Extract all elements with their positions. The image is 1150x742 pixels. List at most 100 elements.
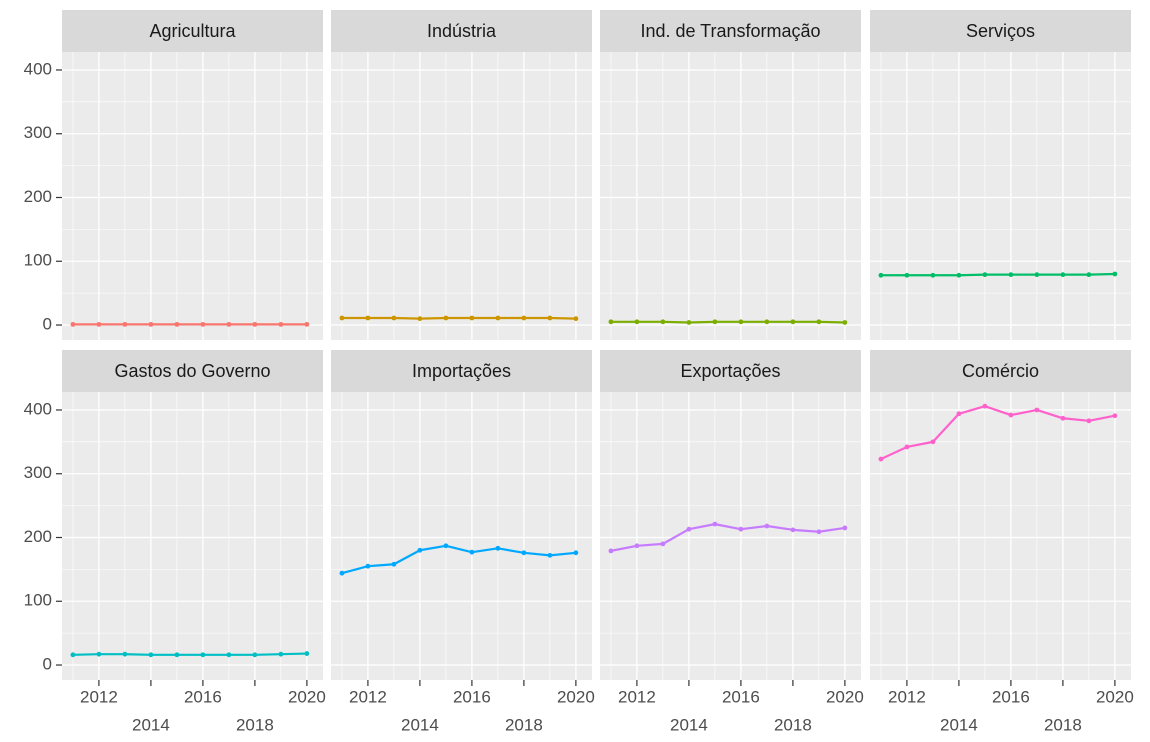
data-point (278, 651, 284, 657)
x-tick-label: 2016 (184, 687, 222, 706)
data-point (686, 320, 692, 325)
data-point (174, 652, 180, 658)
x-tick-label: 2014 (670, 715, 708, 734)
data-point (391, 315, 397, 321)
data-point (365, 315, 371, 321)
data-point (1086, 272, 1092, 278)
data-point (573, 550, 579, 556)
panel (600, 52, 861, 340)
data-point (200, 652, 206, 658)
strip (62, 10, 323, 52)
data-point (930, 272, 936, 278)
data-point (573, 316, 579, 322)
x-tick-label: 2016 (992, 687, 1030, 706)
strip-label: Agricultura (149, 21, 236, 41)
data-point (634, 543, 640, 549)
data-point (878, 456, 884, 462)
x-tick-label: 2020 (557, 687, 595, 706)
panel (331, 52, 592, 340)
data-point (70, 321, 76, 327)
data-point (738, 319, 744, 325)
data-point (226, 321, 232, 327)
data-point (1008, 272, 1014, 278)
data-point (1112, 413, 1118, 419)
data-point (122, 321, 128, 327)
panel (62, 392, 323, 680)
data-point (904, 444, 910, 450)
y-tick-label: 300 (24, 123, 52, 142)
data-point (764, 523, 770, 529)
x-tick-label: 2012 (618, 687, 656, 706)
data-point (547, 315, 553, 321)
data-point (634, 319, 640, 325)
data-point (391, 561, 397, 567)
strip (62, 350, 323, 392)
data-point (443, 315, 449, 321)
x-tick-label: 2018 (236, 715, 274, 734)
data-point (608, 319, 614, 325)
panel (331, 392, 592, 680)
x-tick-label: 2012 (80, 687, 118, 706)
data-point (956, 272, 962, 278)
y-tick-label: 0 (43, 655, 52, 674)
y-tick-label: 400 (24, 59, 52, 78)
strip-label: Indústria (427, 21, 497, 41)
data-point (200, 321, 206, 327)
data-point (495, 315, 501, 321)
data-point (1086, 418, 1092, 424)
y-tick-label: 400 (24, 399, 52, 418)
panel (62, 52, 323, 340)
data-point (96, 321, 102, 327)
data-point (842, 320, 848, 325)
data-point (122, 651, 128, 657)
y-tick-label: 200 (24, 527, 52, 546)
data-point (982, 403, 988, 409)
y-tick-label: 0 (43, 315, 52, 334)
x-tick-label: 2014 (401, 715, 439, 734)
data-point (982, 272, 988, 278)
data-point (816, 529, 822, 535)
strip (331, 10, 592, 52)
data-point (878, 272, 884, 278)
data-point (339, 315, 345, 321)
series-line (341, 316, 576, 320)
y-tick-label: 100 (24, 591, 52, 610)
data-point (930, 439, 936, 445)
y-tick-label: 100 (24, 251, 52, 270)
strip-label: Exportações (680, 361, 780, 381)
y-tick-label: 200 (24, 187, 52, 206)
data-point (738, 526, 744, 532)
data-point (469, 315, 475, 321)
data-point (278, 321, 284, 327)
strip-label: Comércio (962, 361, 1039, 381)
data-point (443, 543, 449, 549)
data-point (842, 525, 848, 531)
y-tick-label: 300 (24, 463, 52, 482)
data-point (660, 541, 666, 547)
data-point (521, 550, 527, 556)
data-point (495, 545, 501, 551)
data-point (174, 321, 180, 327)
data-point (1112, 271, 1118, 277)
data-point (1034, 272, 1040, 278)
series-line (72, 652, 307, 656)
data-point (608, 548, 614, 554)
panel (600, 392, 861, 680)
data-point (226, 652, 232, 658)
data-point (417, 547, 423, 553)
x-tick-label: 2018 (505, 715, 543, 734)
data-point (148, 321, 154, 327)
series-line (341, 544, 576, 575)
data-point (339, 570, 345, 576)
data-point (521, 315, 527, 321)
series-line (610, 523, 846, 552)
data-point (790, 319, 796, 325)
panel (870, 52, 1131, 340)
data-point (1060, 272, 1066, 278)
data-point (660, 319, 666, 325)
strip (331, 350, 592, 392)
data-point (686, 526, 692, 532)
x-tick-label: 2014 (940, 715, 978, 734)
